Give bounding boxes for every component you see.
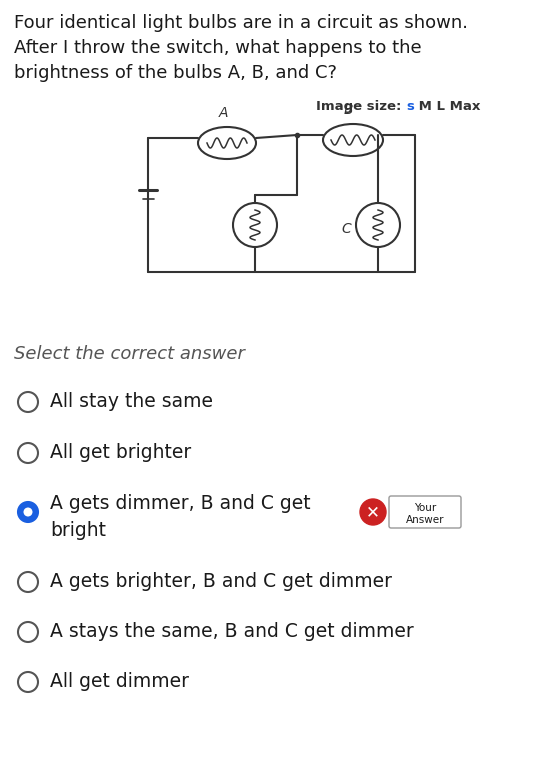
Circle shape: [18, 392, 38, 412]
Text: C: C: [341, 222, 351, 236]
Text: All stay the same: All stay the same: [50, 392, 213, 411]
Text: B: B: [343, 103, 353, 117]
Text: Image size:: Image size:: [316, 100, 401, 113]
Text: A: A: [218, 106, 228, 120]
Circle shape: [18, 622, 38, 642]
Text: ✕: ✕: [366, 503, 380, 521]
Text: A stays the same, B and C get dimmer: A stays the same, B and C get dimmer: [50, 622, 414, 641]
Text: All get dimmer: All get dimmer: [50, 672, 189, 691]
Circle shape: [18, 672, 38, 692]
Text: s: s: [406, 100, 414, 113]
Text: A gets brighter, B and C get dimmer: A gets brighter, B and C get dimmer: [50, 572, 392, 591]
Text: A gets dimmer, B and C get
bright: A gets dimmer, B and C get bright: [50, 494, 310, 539]
Circle shape: [360, 499, 386, 525]
Circle shape: [24, 507, 32, 517]
Circle shape: [18, 443, 38, 463]
Text: M L Max: M L Max: [414, 100, 481, 113]
FancyBboxPatch shape: [389, 496, 461, 528]
Circle shape: [18, 572, 38, 592]
Text: Four identical light bulbs are in a circuit as shown.
After I throw the switch, : Four identical light bulbs are in a circ…: [14, 14, 468, 82]
Text: All get brighter: All get brighter: [50, 443, 191, 462]
Text: Select the correct answer: Select the correct answer: [14, 345, 245, 363]
Text: Your
Answer: Your Answer: [406, 503, 444, 525]
Circle shape: [18, 502, 38, 522]
